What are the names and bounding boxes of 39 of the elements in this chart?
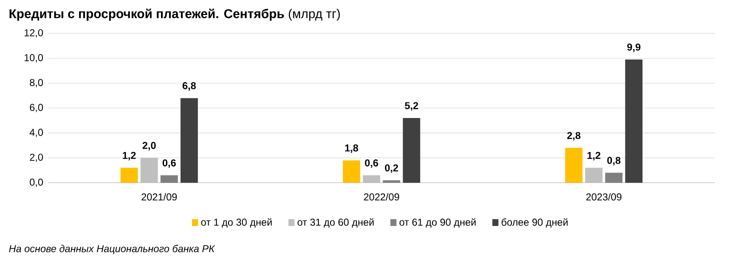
chart-title: Кредиты с просрочкой платежей. Сентябрь (млрд тг) xyxy=(10,8,340,21)
data-label: 2,0 xyxy=(142,142,156,150)
legend-label: более 90 дней xyxy=(502,218,568,228)
x-tick-label: 2021/09 xyxy=(142,193,177,200)
data-label: 0,6 xyxy=(364,159,378,168)
data-label: 6,8 xyxy=(182,82,196,91)
bar xyxy=(120,168,138,183)
bar xyxy=(565,148,582,183)
data-label: 5,2 xyxy=(404,102,418,111)
y-tick-label: 6,0 xyxy=(30,104,43,112)
bar xyxy=(585,168,602,183)
bar xyxy=(140,158,158,183)
bar xyxy=(605,172,623,183)
x-tick-label: 2023/09 xyxy=(586,193,622,200)
legend-label: от 1 до 30 дней xyxy=(201,218,272,228)
data-label: 2,8 xyxy=(567,132,580,140)
bar xyxy=(625,59,643,183)
bar xyxy=(402,118,420,183)
y-tick-label: 8,0 xyxy=(30,78,43,88)
y-tick-label: 2,0 xyxy=(30,154,43,162)
bar xyxy=(180,98,198,183)
y-tick-label: 12,0 xyxy=(24,29,43,38)
bar xyxy=(160,175,178,183)
bar xyxy=(362,175,380,183)
data-label: 0,6 xyxy=(162,159,176,168)
y-tick-label: 10,0 xyxy=(24,54,43,62)
data-label: 0,8 xyxy=(607,156,620,166)
x-tick-label: 2022/09 xyxy=(364,193,400,200)
legend-label: от 31 до 60 дней xyxy=(298,218,374,228)
data-label: 1,2 xyxy=(122,152,136,160)
y-tick-label: 0,0 xyxy=(30,178,43,187)
legend-label: от 61 до 90 дней xyxy=(400,218,476,228)
bar xyxy=(342,160,360,183)
data-label: 0,2 xyxy=(384,164,398,173)
data-label: 9,9 xyxy=(627,44,640,52)
data-label: 1,2 xyxy=(588,152,600,160)
data-label: 1,8 xyxy=(345,144,358,153)
y-tick-label: 4,0 xyxy=(30,128,43,138)
text: На основе данных Национального банка РК xyxy=(9,244,216,254)
